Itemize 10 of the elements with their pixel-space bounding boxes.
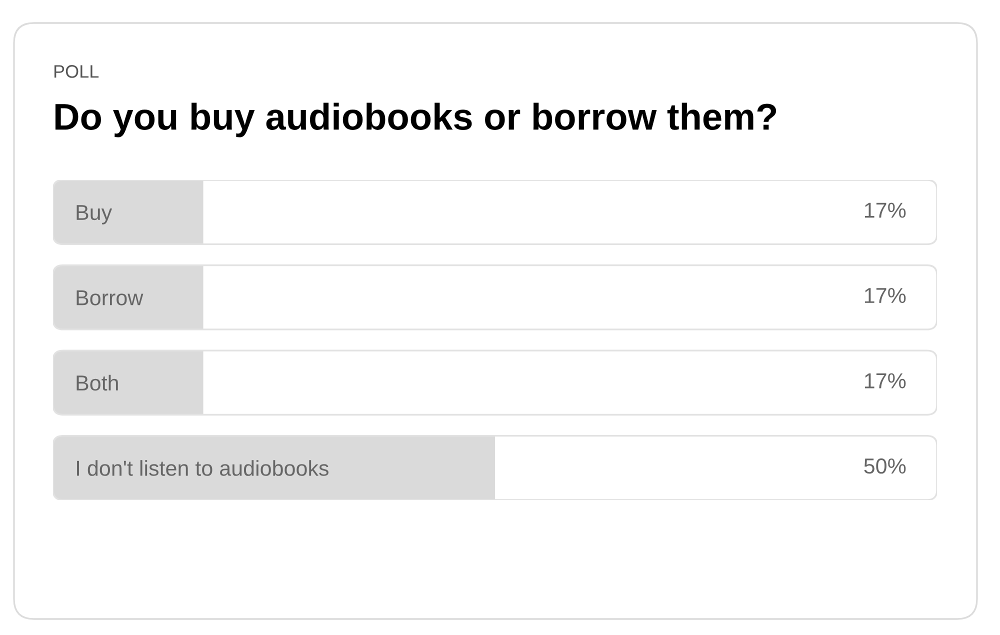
data-label: 17% xyxy=(865,288,906,304)
y-tick-label: Both xyxy=(76,374,118,391)
text: POLL xyxy=(54,65,99,78)
y-tick-label: I don't listen to audiobooks xyxy=(76,460,328,476)
data-label: 17% xyxy=(865,373,906,388)
y-tick-label: Borrow xyxy=(76,290,144,306)
chart-title: Do you buy audiobooks or borrow them? xyxy=(55,102,776,138)
y-tick-label: Buy xyxy=(76,205,112,224)
data-label: 50% xyxy=(864,458,906,474)
data-label: 17% xyxy=(865,202,906,218)
